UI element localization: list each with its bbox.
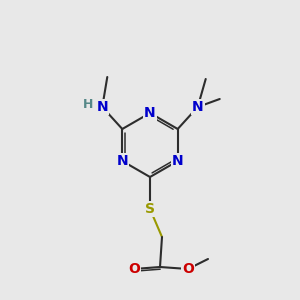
Text: N: N: [172, 154, 184, 168]
Text: N: N: [116, 154, 128, 168]
Text: O: O: [182, 262, 194, 276]
Text: N: N: [192, 100, 203, 114]
Text: N: N: [97, 100, 108, 114]
Text: O: O: [128, 262, 140, 276]
Text: H: H: [83, 98, 94, 112]
Text: N: N: [144, 106, 156, 120]
Text: S: S: [145, 202, 155, 216]
